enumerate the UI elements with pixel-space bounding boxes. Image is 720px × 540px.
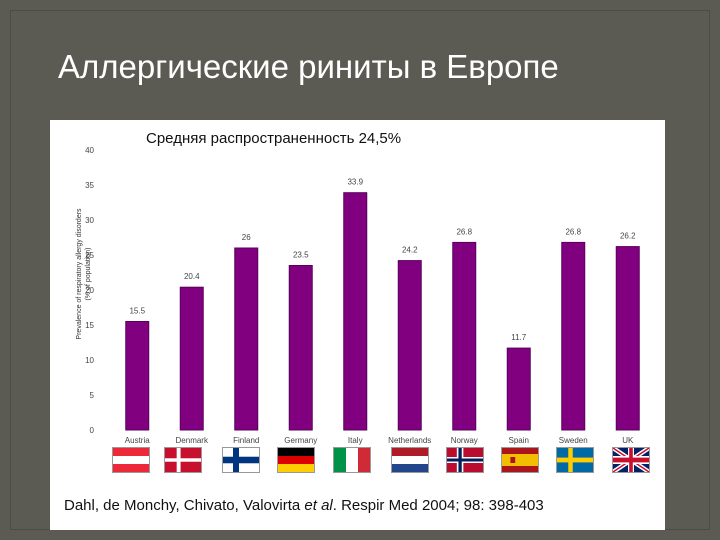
- norway-flag-icon: [446, 447, 484, 473]
- data-label: 26.8: [456, 227, 472, 236]
- bar: [452, 241, 477, 431]
- citation-source: . Respir Med 2004; 98: 398-403: [332, 497, 544, 514]
- data-label: 26.8: [565, 227, 581, 236]
- y-tick-label: 10: [85, 356, 94, 365]
- data-label: 33.9: [347, 178, 363, 187]
- finland-flag-icon: [222, 447, 260, 473]
- italy-flag-icon: [333, 447, 371, 473]
- chart-panel: Средняя распространенность 24,5% Prevale…: [50, 120, 665, 530]
- data-label: 26.2: [620, 232, 636, 241]
- data-label: 15.5: [129, 307, 145, 316]
- bar: [615, 246, 640, 431]
- austria-flag-icon: [112, 447, 150, 473]
- data-label: 24.2: [402, 246, 418, 255]
- y-tick-label: 0: [90, 426, 95, 435]
- y-tick-label: 30: [85, 216, 94, 225]
- category-label: UK: [622, 436, 634, 445]
- bar: [561, 241, 586, 431]
- category-label: Denmark: [176, 436, 209, 445]
- citation-authors: Dahl, de Monchy, Chivato, Valovirta: [64, 497, 305, 514]
- bar: [506, 347, 531, 431]
- bar: [234, 247, 259, 431]
- category-label: Finland: [233, 436, 259, 445]
- citation-etal: et al: [304, 497, 333, 514]
- spain-flag-icon: [501, 447, 539, 473]
- bar: [343, 192, 368, 431]
- y-tick-label: 40: [85, 146, 94, 155]
- germany-flag-icon: [277, 447, 315, 473]
- y-tick-label: 20: [85, 286, 94, 295]
- category-label: Germany: [284, 436, 317, 445]
- category-label: Norway: [451, 436, 478, 445]
- data-label: 23.5: [293, 251, 309, 260]
- citation: Dahl, de Monchy, Chivato, Valovirta et a…: [64, 497, 544, 514]
- y-tick-label: 5: [90, 391, 95, 400]
- data-label: 26: [242, 233, 251, 242]
- category-label: Italy: [348, 436, 363, 445]
- slide-title: Аллергические риниты в Европе: [58, 48, 559, 85]
- bar: [397, 260, 422, 431]
- bar: [125, 321, 150, 431]
- y-tick-label: 25: [85, 251, 94, 260]
- y-tick-label: 35: [85, 181, 94, 190]
- uk-flag-icon: [612, 447, 650, 473]
- denmark-flag-icon: [164, 447, 202, 473]
- category-label: Spain: [509, 436, 529, 445]
- data-label: 20.4: [184, 272, 200, 281]
- data-label: 11.7: [511, 333, 527, 342]
- bar-chart: 0 5 10 15 20 25 30 35 40 15.5 Austria 20.4 Denmark 26…: [85, 146, 640, 445]
- bar: [179, 286, 204, 431]
- y-tick-label: 15: [85, 321, 94, 330]
- sweden-flag-icon: [556, 447, 594, 473]
- chart-subtitle: Средняя распространенность 24,5%: [146, 130, 402, 147]
- category-label: Netherlands: [388, 436, 431, 445]
- bar: [288, 265, 313, 431]
- category-label: Sweden: [559, 436, 588, 445]
- netherlands-flag-icon: [391, 447, 429, 473]
- category-label: Austria: [125, 436, 150, 445]
